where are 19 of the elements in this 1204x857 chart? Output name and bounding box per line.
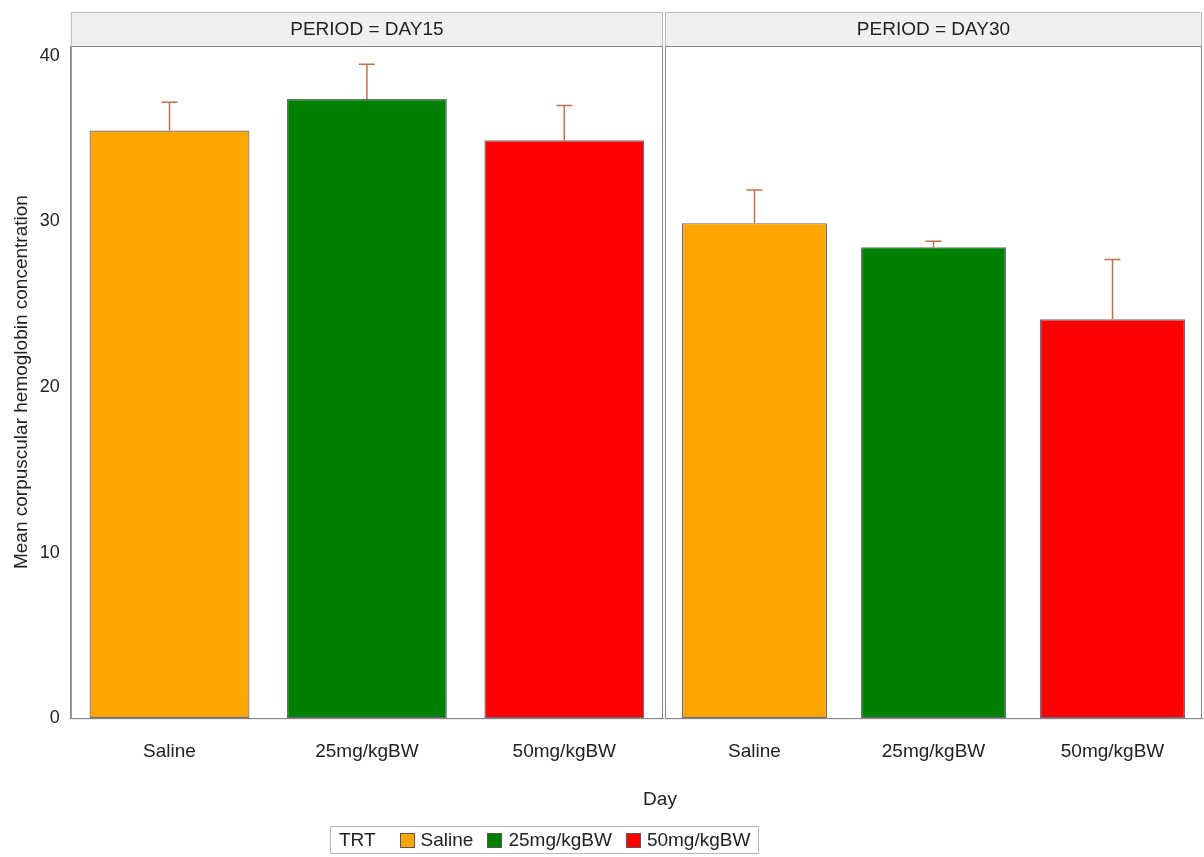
legend-label: Saline: [419, 829, 474, 851]
y-tick-label: 20: [39, 376, 60, 397]
chart-title: PERIOD = DAY15: [290, 18, 444, 40]
y-tick-label: 0: [49, 707, 60, 728]
chart-title: PERIOD = DAY30: [856, 18, 1011, 40]
legend-label: 25mg/kgBW: [507, 829, 612, 851]
x-tick-label: 25mg/kgBW: [315, 739, 419, 761]
x-tick-label: 25mg/kgBW: [881, 739, 986, 761]
x-tick-label: Saline: [143, 739, 196, 761]
x-tick-label: 50mg/kgBW: [1060, 739, 1165, 761]
x-axis-title: Day: [642, 788, 678, 810]
legend-title: TRT: [339, 829, 376, 851]
x-tick-label: 50mg/kgBW: [512, 739, 617, 761]
y-tick-label: 10: [39, 541, 60, 562]
x-tick-label: Saline: [728, 739, 781, 761]
y-axis-title: Mean corpuscular hemoglobin concentration: [9, 195, 31, 570]
y-tick-label: 30: [39, 210, 60, 231]
y-tick-label: 40: [39, 44, 60, 65]
legend-label: 50mg/kgBW: [645, 829, 751, 851]
